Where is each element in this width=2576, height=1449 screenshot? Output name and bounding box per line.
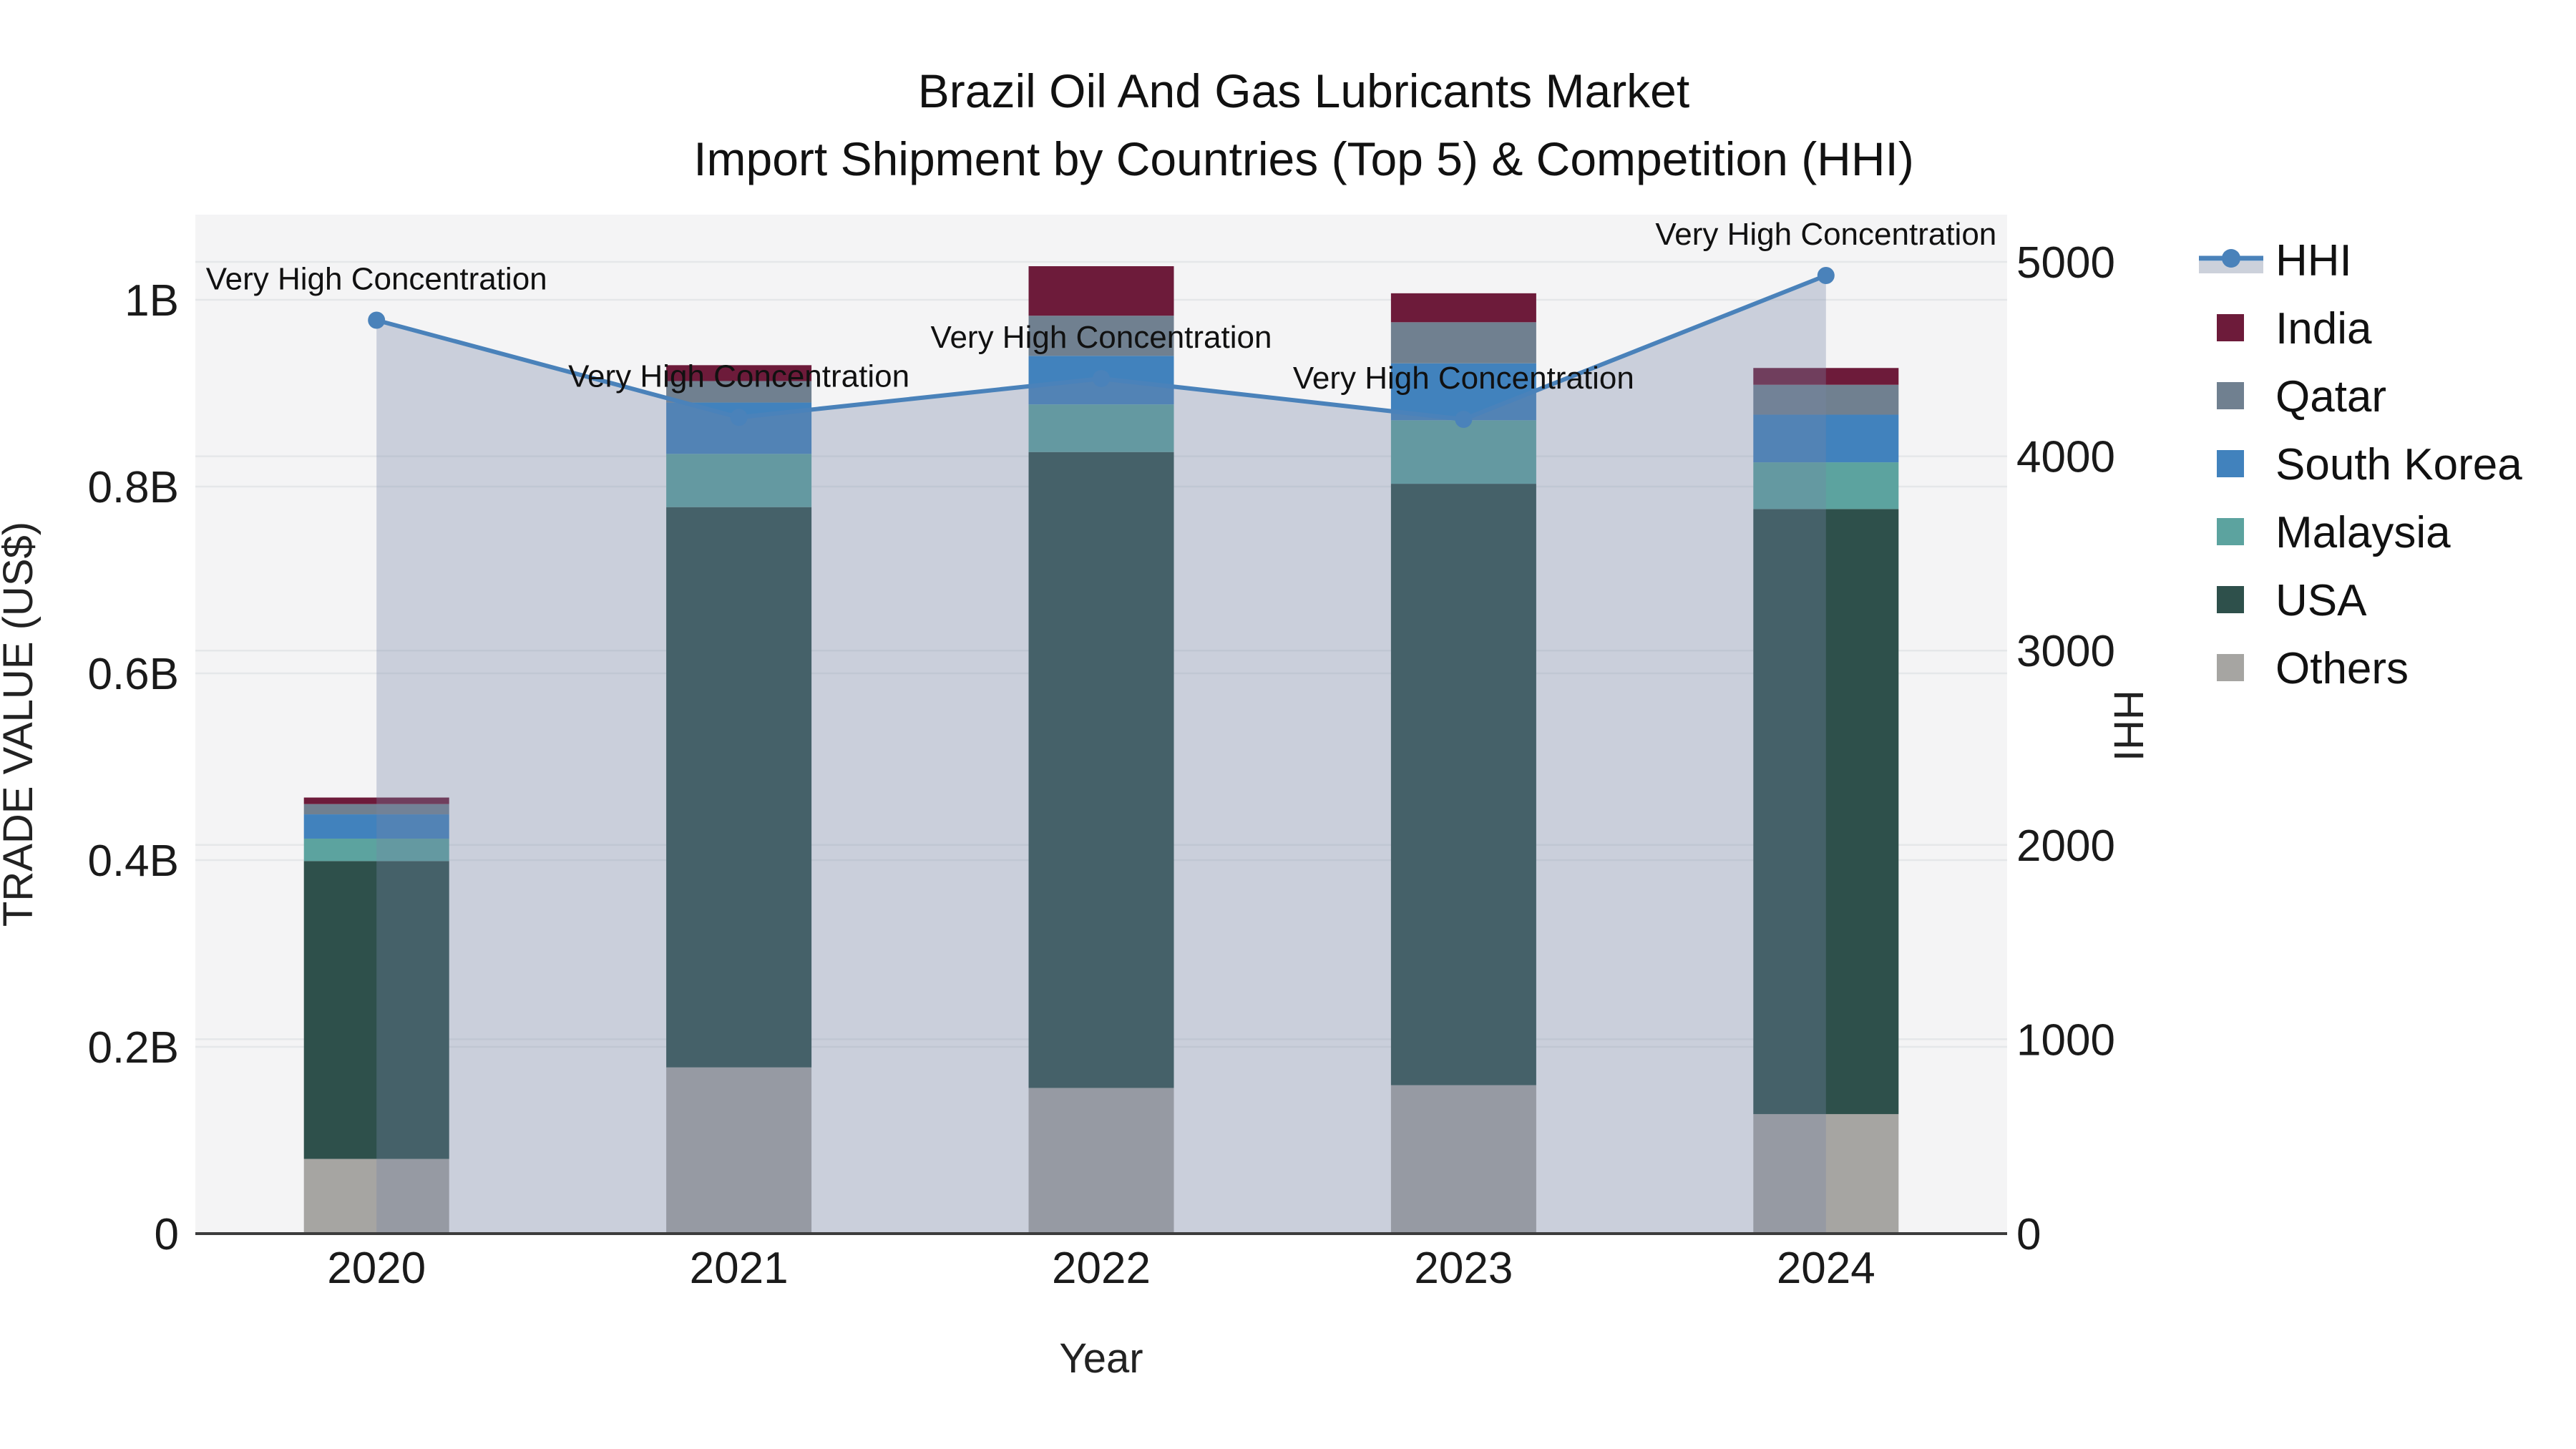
legend-item-south-korea[interactable]: South Korea xyxy=(2217,440,2522,489)
left-tick-0.6B: 0.6B xyxy=(87,650,179,699)
right-tick-1000: 1000 xyxy=(2016,1015,2115,1065)
bar-segment-others-2020 xyxy=(303,1158,449,1234)
stacked-bars xyxy=(303,266,1899,1234)
left-tick-1B: 1B xyxy=(125,276,179,326)
legend-item-india[interactable]: India xyxy=(2217,304,2372,353)
hhi-marker-2021 xyxy=(730,409,748,426)
legend-label-hhi: HHI xyxy=(2275,236,2352,286)
right-axis-title: HHI xyxy=(2105,690,2152,761)
legend-swatch-south-korea xyxy=(2217,450,2244,477)
left-tick-0.8B: 0.8B xyxy=(87,463,179,512)
bar-segment-qatar-2024 xyxy=(1753,384,1899,415)
hhi-marker-2020 xyxy=(368,311,386,329)
bar-segment-others-2021 xyxy=(666,1067,812,1234)
hhi-marker-2022 xyxy=(1093,369,1110,387)
legend-swatch-malaysia xyxy=(2217,518,2244,545)
legend-item-hhi[interactable]: HHI xyxy=(2199,236,2352,286)
right-tick-5000: 5000 xyxy=(2016,238,2115,288)
hhi-area-line xyxy=(368,267,1835,1234)
annotation-2022: Very High Concentration xyxy=(931,320,1272,355)
legend-item-qatar[interactable]: Qatar xyxy=(2217,372,2386,421)
bar-segment-malaysia-2020 xyxy=(303,838,449,862)
left-tick-0.2B: 0.2B xyxy=(87,1023,179,1073)
bar-segment-usa-2021 xyxy=(666,507,812,1068)
bar-segment-others-2022 xyxy=(1028,1088,1174,1234)
bar-segment-usa-2020 xyxy=(303,861,449,1159)
bar-segment-malaysia-2021 xyxy=(666,454,812,507)
bar-segment-qatar-2020 xyxy=(303,804,449,815)
legend-item-others[interactable]: Others xyxy=(2217,644,2409,693)
legend: HHI India Qatar South Korea Malaysia USA Other… xyxy=(2199,236,2522,693)
bar-segment-usa-2023 xyxy=(1390,484,1536,1085)
x-tick-2021: 2021 xyxy=(690,1244,789,1293)
annotation-2021: Very High Concentration xyxy=(568,358,909,394)
chart-title-line2: Import Shipment by Countries (Top 5) & C… xyxy=(693,132,1914,185)
annotation-2020: Very High Concentration xyxy=(206,261,547,296)
bar-segment-india-2022 xyxy=(1028,266,1174,316)
legend-label-india: India xyxy=(2275,304,2372,353)
right-tick-2000: 2000 xyxy=(2016,821,2115,871)
hhi-marker-2023 xyxy=(1455,410,1473,428)
bar-segment-others-2023 xyxy=(1390,1085,1536,1234)
legend-label-qatar: Qatar xyxy=(2275,372,2386,421)
chart-title-line1: Brazil Oil And Gas Lubricants Market xyxy=(918,64,1689,117)
legend-swatch-qatar xyxy=(2217,382,2244,409)
bar-segment-malaysia-2022 xyxy=(1028,404,1174,452)
left-axis-title: TRADE VALUE (US$) xyxy=(0,522,42,927)
right-tick-4000: 4000 xyxy=(2016,433,2115,482)
bar-segment-qatar-2023 xyxy=(1390,322,1536,364)
legend-item-usa[interactable]: USA xyxy=(2217,576,2367,625)
legend-item-malaysia[interactable]: Malaysia xyxy=(2217,508,2451,557)
bar-segment-india-2020 xyxy=(303,797,449,804)
bar-segment-usa-2022 xyxy=(1028,452,1174,1088)
left-tick-0: 0 xyxy=(155,1210,179,1259)
bar-segment-malaysia-2023 xyxy=(1390,420,1536,484)
x-tick-2022: 2022 xyxy=(1052,1244,1151,1293)
x-tick-2024: 2024 xyxy=(1777,1244,1875,1293)
annotations: Very High Concentration Very High Concent… xyxy=(206,217,1997,396)
left-tick-0.4B: 0.4B xyxy=(87,836,179,886)
legend-swatch-usa xyxy=(2217,586,2244,613)
bar-segment-south-korea-2024 xyxy=(1753,414,1899,463)
bar-segment-qatar-2021 xyxy=(666,381,812,403)
hhi-marker-2024 xyxy=(1817,267,1835,285)
legend-swatch-others xyxy=(2217,654,2244,681)
bar-segment-others-2024 xyxy=(1753,1113,1899,1234)
legend-label-others: Others xyxy=(2275,644,2409,693)
annotation-2024: Very High Concentration xyxy=(1655,217,1996,252)
hhi-marker-swatch xyxy=(2222,249,2240,268)
axis-tick-labels: 0 0.2B 0.4B 0.6B 0.8B 1B 0 1000 2000 3000 4000 5000… xyxy=(87,238,2114,1293)
right-tick-0: 0 xyxy=(2016,1210,2041,1259)
legend-label-usa: USA xyxy=(2275,576,2367,625)
bar-segment-usa-2024 xyxy=(1753,509,1899,1114)
bar-segment-south-korea-2020 xyxy=(303,814,449,839)
right-tick-3000: 3000 xyxy=(2016,627,2115,676)
bar-segment-india-2023 xyxy=(1390,293,1536,323)
annotation-2023: Very High Concentration xyxy=(1293,361,1634,396)
bar-segment-malaysia-2024 xyxy=(1753,462,1899,509)
x-tick-2020: 2020 xyxy=(327,1244,426,1293)
legend-label-malaysia: Malaysia xyxy=(2275,508,2451,557)
x-axis-title: Year xyxy=(1059,1335,1143,1382)
x-tick-2023: 2023 xyxy=(1414,1244,1513,1293)
hhi-area-fill xyxy=(376,275,1826,1234)
bar-segment-india-2021 xyxy=(666,365,812,381)
legend-label-south-korea: South Korea xyxy=(2275,440,2522,489)
legend-swatch-india xyxy=(2217,314,2244,341)
bar-segment-india-2024 xyxy=(1753,368,1899,385)
bar-segment-qatar-2022 xyxy=(1028,316,1174,356)
